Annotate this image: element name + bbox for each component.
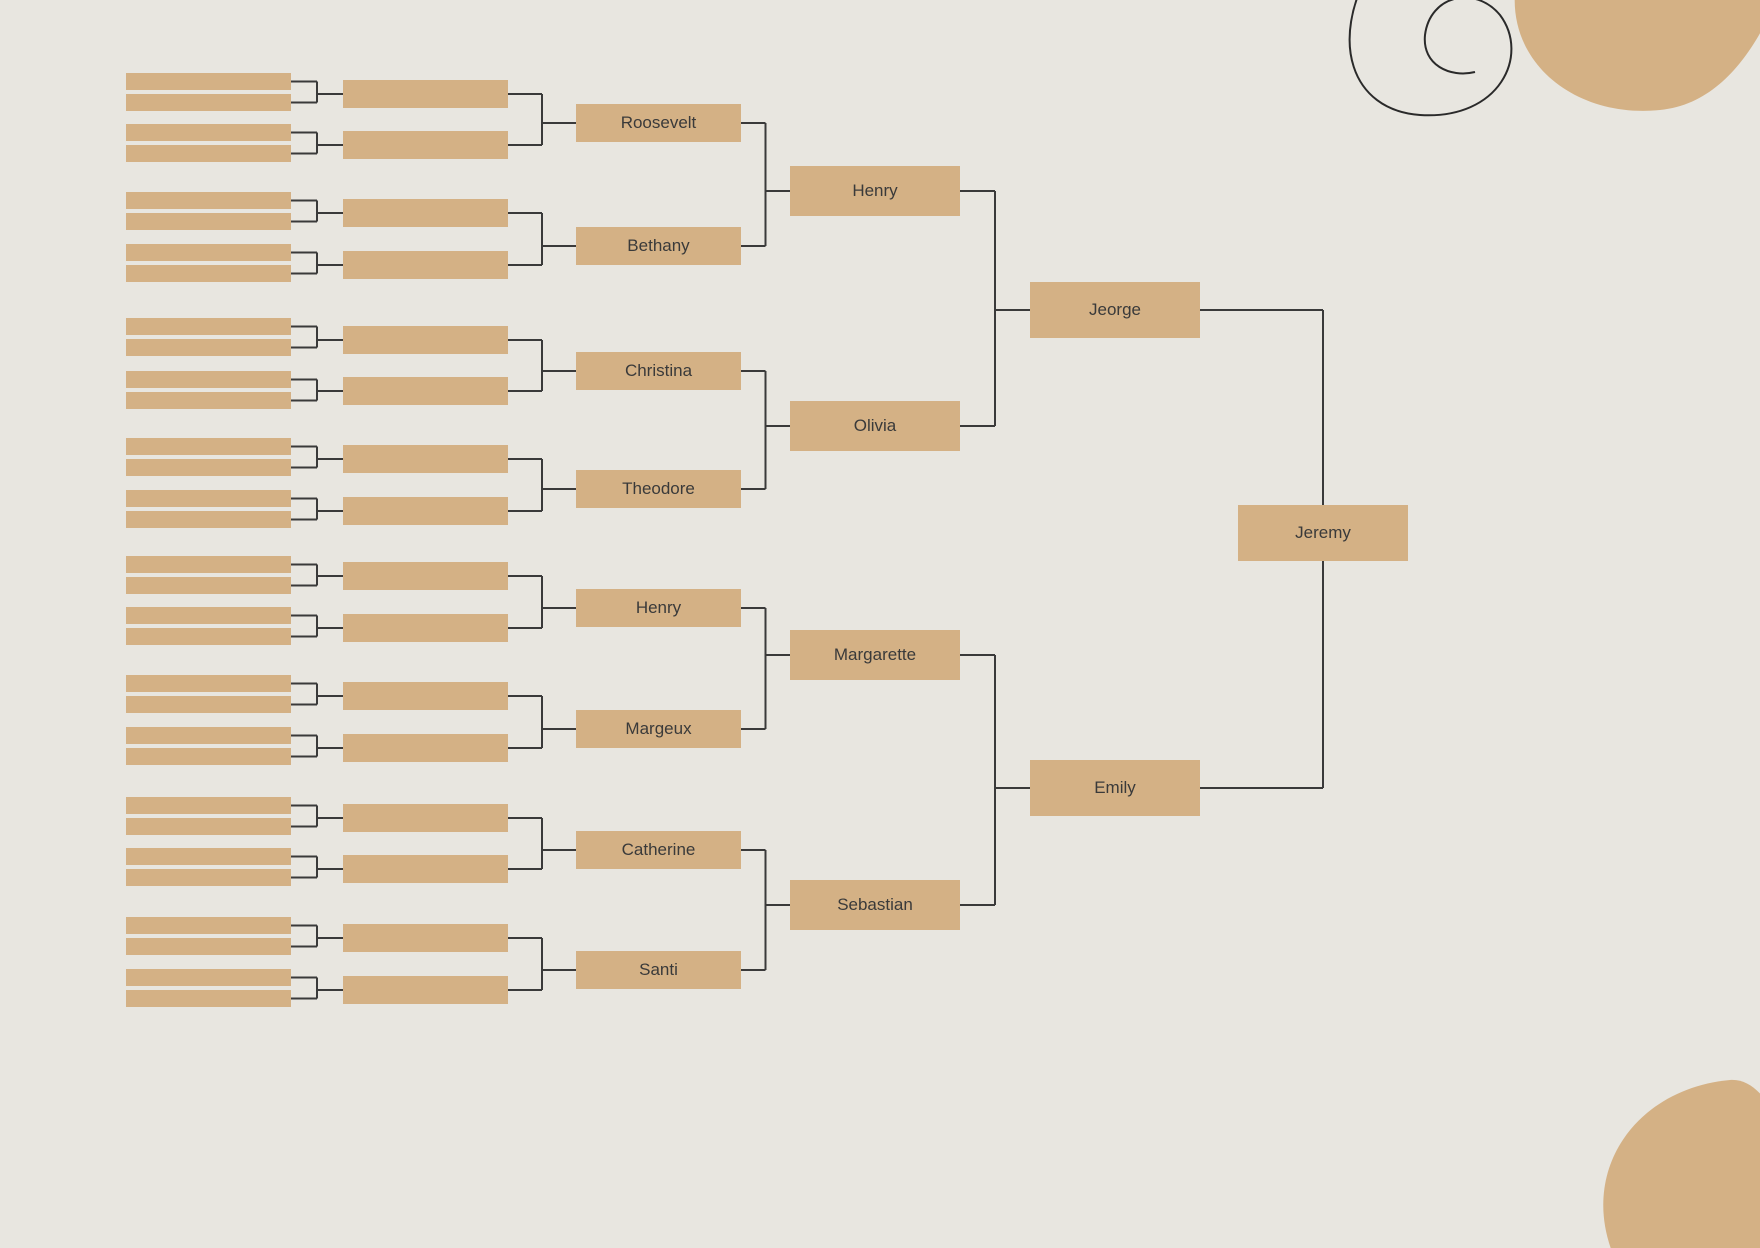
- tree-node: [343, 80, 508, 108]
- tree-node: [343, 251, 508, 279]
- tree-leaf: [126, 318, 291, 335]
- tree-leaf: [126, 438, 291, 455]
- tree-node: [343, 614, 508, 642]
- tree-node: Bethany: [576, 227, 741, 265]
- tree-node: [343, 562, 508, 590]
- tree-node: [343, 682, 508, 710]
- tree-leaf: [126, 124, 291, 141]
- tree-leaf: [126, 696, 291, 713]
- tree-node: Catherine: [576, 831, 741, 869]
- tree-leaf: [126, 938, 291, 955]
- tree-leaf: [126, 73, 291, 90]
- tree-node: [343, 199, 508, 227]
- tree-node: Henry: [790, 166, 960, 216]
- tree-leaf: [126, 628, 291, 645]
- tree-leaf: [126, 459, 291, 476]
- tree-leaf: [126, 727, 291, 744]
- tree-leaf: [126, 371, 291, 388]
- tree-node: [343, 924, 508, 952]
- tree-node: Olivia: [790, 401, 960, 451]
- tree-node: [343, 976, 508, 1004]
- tree-node: [343, 326, 508, 354]
- tree-node: [343, 445, 508, 473]
- tree-leaf: [126, 797, 291, 814]
- tree-leaf: [126, 392, 291, 409]
- tree-node: Jeorge: [1030, 282, 1200, 338]
- tree-node: Roosevelt: [576, 104, 741, 142]
- tree-leaf: [126, 339, 291, 356]
- tree-leaf: [126, 244, 291, 261]
- tree-node: Margarette: [790, 630, 960, 680]
- tree-leaf: [126, 556, 291, 573]
- tree-leaf: [126, 511, 291, 528]
- tree-node: Henry: [576, 589, 741, 627]
- tree-leaf: [126, 818, 291, 835]
- tree-node: [343, 804, 508, 832]
- tree-node: [343, 377, 508, 405]
- tree-leaf: [126, 917, 291, 934]
- tree-node: Jeremy: [1238, 505, 1408, 561]
- tree-node: [343, 734, 508, 762]
- tree-node: Santi: [576, 951, 741, 989]
- tree-node: Margeux: [576, 710, 741, 748]
- tree-leaf: [126, 675, 291, 692]
- tree-node: [343, 855, 508, 883]
- tree-leaf: [126, 969, 291, 986]
- tree-leaf: [126, 748, 291, 765]
- tree-leaf: [126, 213, 291, 230]
- tree-leaf: [126, 490, 291, 507]
- tree-leaf: [126, 265, 291, 282]
- tree-leaf: [126, 94, 291, 111]
- tree-node: [343, 131, 508, 159]
- tree-leaf: [126, 145, 291, 162]
- tree-node: Christina: [576, 352, 741, 390]
- tree-node: [343, 497, 508, 525]
- tree-leaf: [126, 607, 291, 624]
- tree-node: Theodore: [576, 470, 741, 508]
- tree-node: Sebastian: [790, 880, 960, 930]
- tree-node: Emily: [1030, 760, 1200, 816]
- tree-leaf: [126, 848, 291, 865]
- tree-leaf: [126, 869, 291, 886]
- tree-leaf: [126, 990, 291, 1007]
- tree-leaf: [126, 577, 291, 594]
- tree-leaf: [126, 192, 291, 209]
